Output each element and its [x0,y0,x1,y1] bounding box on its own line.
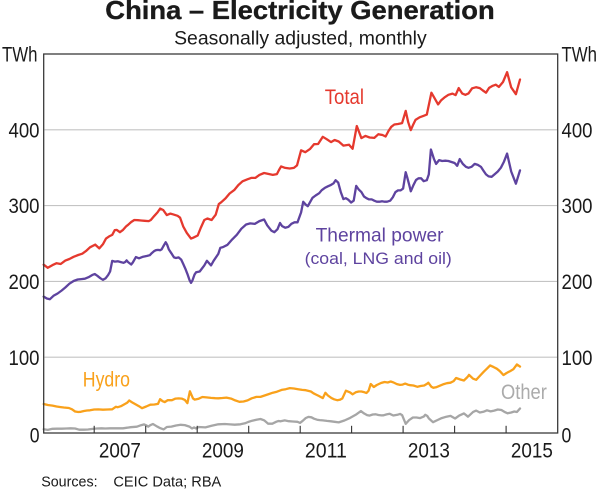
svg-text:400: 400 [562,119,593,142]
svg-text:TWh: TWh [562,43,598,66]
svg-text:2009: 2009 [202,440,244,463]
svg-text:Sources:: Sources: [41,474,97,490]
svg-text:0: 0 [30,425,40,448]
svg-text:CEIC Data; RBA: CEIC Data; RBA [113,474,221,490]
svg-text:200: 200 [9,271,40,294]
svg-text:Hydro: Hydro [83,368,130,391]
svg-text:2007: 2007 [99,440,141,463]
svg-text:300: 300 [562,195,593,218]
svg-text:Thermal power: Thermal power [316,225,444,247]
svg-text:Seasonally adjusted, monthly: Seasonally adjusted, monthly [174,27,427,49]
svg-text:2015: 2015 [511,440,553,463]
svg-text:100: 100 [9,347,40,370]
svg-text:2011: 2011 [305,440,347,463]
svg-text:300: 300 [9,195,40,218]
svg-text:100: 100 [562,347,593,370]
svg-text:China – Electricity Generation: China – Electricity Generation [105,0,494,25]
svg-text:(coal, LNG and oil): (coal, LNG and oil) [305,250,452,268]
svg-text:TWh: TWh [2,43,38,66]
svg-text:400: 400 [9,119,40,142]
svg-text:2013: 2013 [408,440,450,463]
svg-text:0: 0 [562,425,572,448]
svg-text:Total: Total [325,86,364,109]
svg-text:200: 200 [562,271,593,294]
svg-text:Other: Other [501,381,547,404]
